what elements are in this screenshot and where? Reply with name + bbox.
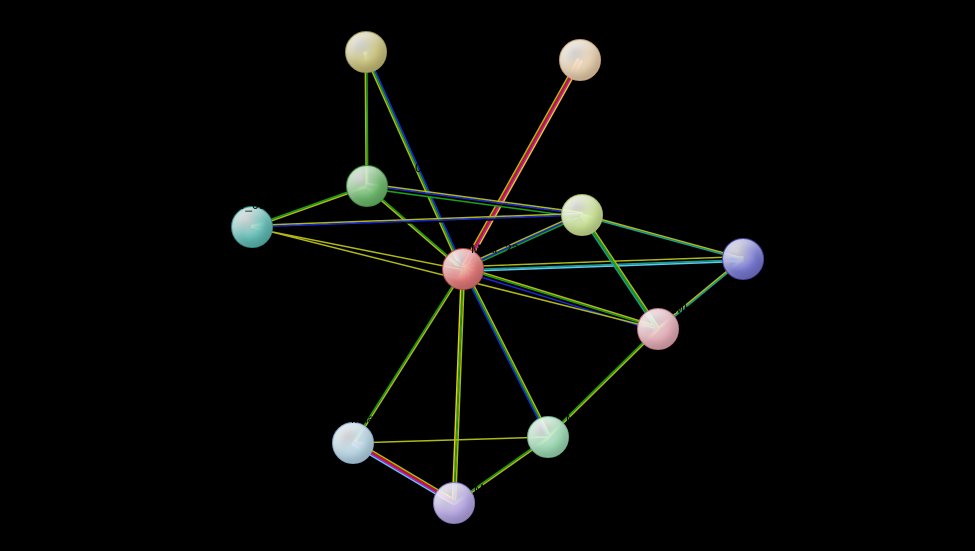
node-label: Mhar_2272	[600, 190, 661, 204]
node-label: Mhar_0025	[381, 161, 442, 175]
node-thi4[interactable]	[722, 238, 764, 280]
node-label: Mhar_0926	[218, 198, 279, 212]
edge	[464, 267, 659, 327]
edge	[463, 268, 658, 328]
edge	[368, 51, 465, 268]
edge	[454, 269, 463, 503]
edge	[367, 184, 582, 213]
edge	[461, 270, 546, 438]
node-Mhar_1412[interactable]	[332, 422, 374, 464]
node-label: Mhar_0184	[566, 412, 627, 426]
edge	[252, 228, 463, 270]
node-label: Mhar_0435	[600, 39, 661, 53]
edge	[252, 213, 582, 225]
node-Mhar_0184[interactable]	[527, 416, 569, 458]
node-label: Mhar_0827	[674, 302, 735, 316]
node-label: Mhar_0440	[386, 35, 447, 49]
edge	[353, 437, 548, 443]
edge	[462, 269, 547, 437]
edge	[252, 215, 582, 227]
node-Mhar_2272[interactable]	[561, 194, 603, 236]
node-Mhar_0827[interactable]	[637, 308, 679, 350]
edges-layer	[0, 0, 975, 551]
node-label: Mhar_1412	[351, 412, 412, 426]
node-Mhar_1240[interactable]	[433, 482, 475, 524]
node-label: Mhar_2262	[471, 242, 532, 256]
node-label: Mhar_1240	[474, 482, 535, 496]
edge	[464, 60, 581, 269]
edge	[252, 226, 463, 268]
edge	[367, 185, 582, 214]
node-Mhar_0926[interactable]	[231, 206, 273, 248]
edge	[461, 59, 578, 268]
node-label: thi4	[761, 234, 780, 248]
edge	[462, 60, 579, 269]
node-Mhar_0435[interactable]	[559, 39, 601, 81]
network-canvas: Mhar_2262 Mhar_0440 Mhar_0435 Mhar_0025 Mhar…	[0, 0, 975, 551]
node-Mhar_0440[interactable]	[345, 31, 387, 73]
